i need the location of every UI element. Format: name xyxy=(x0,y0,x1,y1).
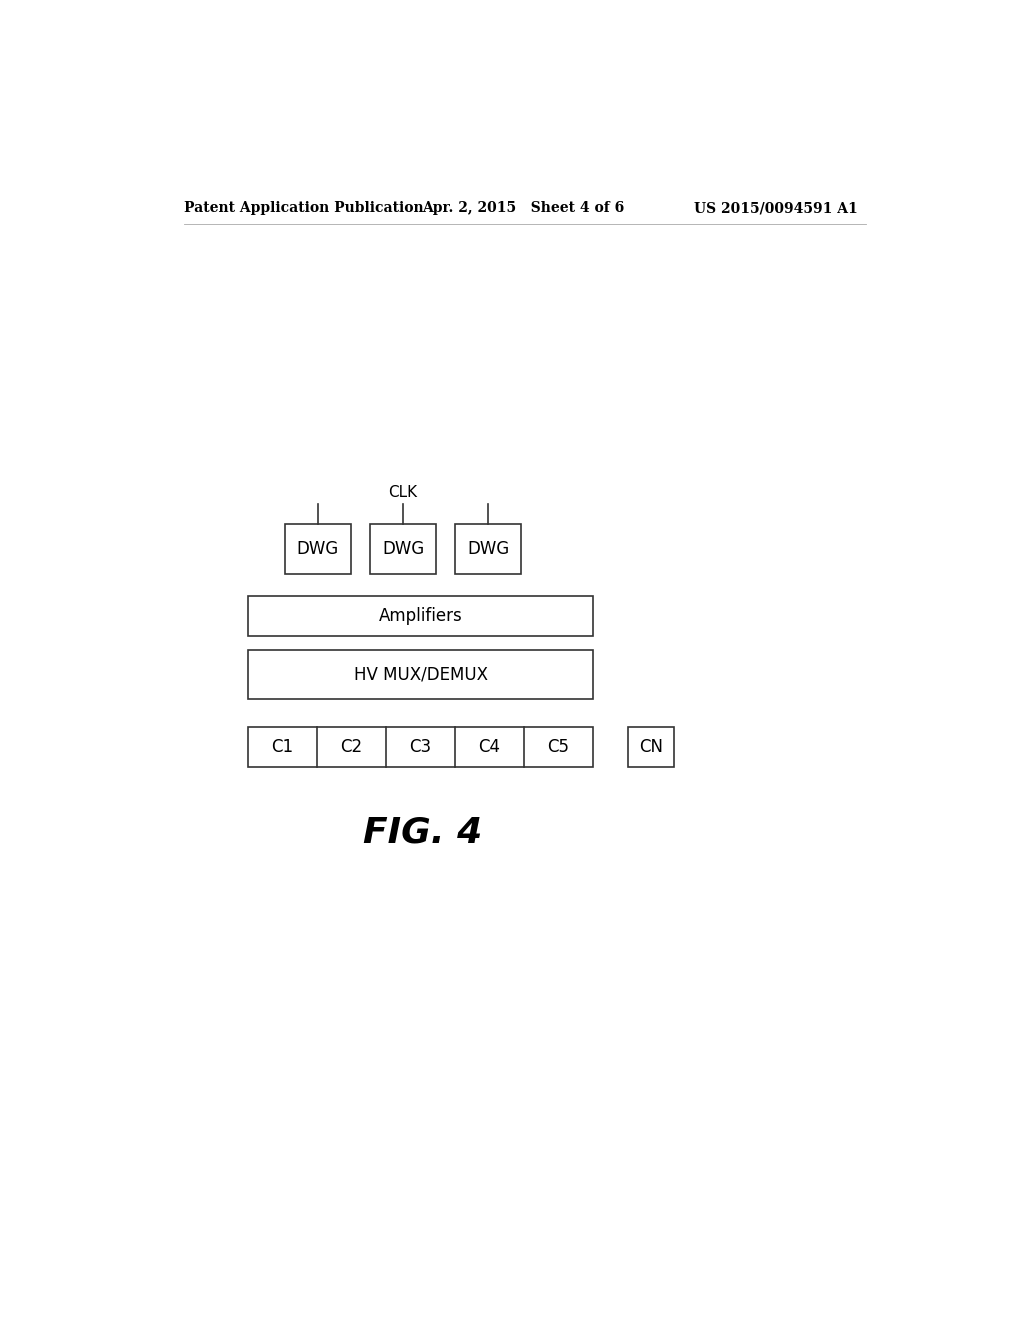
Text: DWG: DWG xyxy=(382,540,424,558)
FancyBboxPatch shape xyxy=(285,524,351,574)
FancyBboxPatch shape xyxy=(248,726,593,767)
Text: C2: C2 xyxy=(341,738,362,755)
Text: Apr. 2, 2015   Sheet 4 of 6: Apr. 2, 2015 Sheet 4 of 6 xyxy=(423,202,625,215)
Text: DWG: DWG xyxy=(297,540,339,558)
Text: Patent Application Publication: Patent Application Publication xyxy=(183,202,424,215)
Text: C5: C5 xyxy=(548,738,569,755)
FancyBboxPatch shape xyxy=(628,726,675,767)
Text: C3: C3 xyxy=(410,738,432,755)
Text: DWG: DWG xyxy=(467,540,510,558)
FancyBboxPatch shape xyxy=(456,524,521,574)
Text: Amplifiers: Amplifiers xyxy=(379,607,463,624)
FancyBboxPatch shape xyxy=(371,524,436,574)
FancyBboxPatch shape xyxy=(248,595,593,636)
Text: US 2015/0094591 A1: US 2015/0094591 A1 xyxy=(693,202,857,215)
Text: HV MUX/DEMUX: HV MUX/DEMUX xyxy=(353,665,487,684)
Text: FIG. 4: FIG. 4 xyxy=(362,816,482,849)
Text: C1: C1 xyxy=(271,738,294,755)
FancyBboxPatch shape xyxy=(248,649,593,700)
Text: CLK: CLK xyxy=(388,486,418,500)
Text: C4: C4 xyxy=(478,738,501,755)
Text: CN: CN xyxy=(639,738,664,755)
